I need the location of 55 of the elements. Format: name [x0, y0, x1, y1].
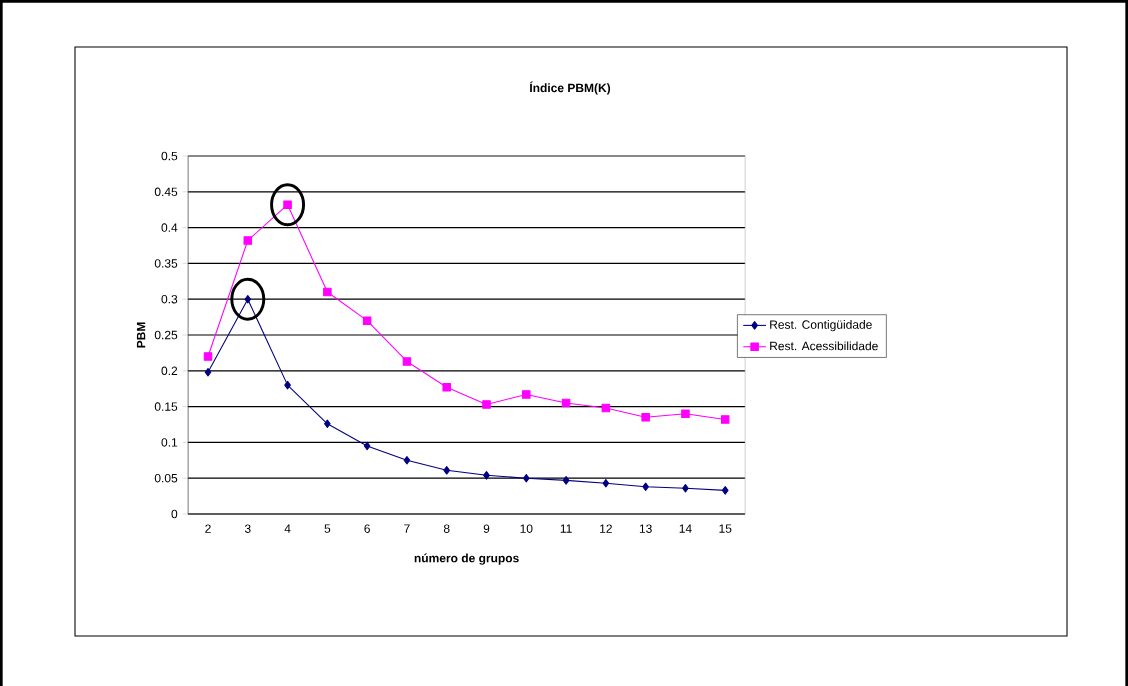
- x-tick-label: 7: [404, 524, 410, 533]
- x-tick-label: 14: [679, 524, 692, 533]
- x-tick-label: 15: [719, 524, 732, 533]
- legend-label: Rest. Acessibilidade: [770, 341, 878, 351]
- point: [362, 316, 372, 325]
- point: [363, 441, 371, 451]
- point: [204, 367, 212, 377]
- point: [682, 483, 689, 493]
- x-tick-label: 10: [520, 524, 533, 533]
- y-tick-label: 0.1: [161, 438, 178, 447]
- point: [482, 400, 491, 409]
- point: [641, 413, 650, 422]
- y-tick-label: 0.35: [154, 259, 178, 268]
- point: [483, 471, 490, 480]
- point: [642, 482, 649, 492]
- x-tick-label: 6: [364, 524, 370, 533]
- x-tick-label: 2: [205, 524, 211, 533]
- y-tick-label: 0.2: [161, 366, 178, 376]
- point: [284, 380, 291, 390]
- point: [324, 419, 331, 429]
- x-tick-label: 11: [560, 524, 572, 533]
- y-tick-label: 0.4: [161, 223, 178, 232]
- x-tick-label: 12: [600, 524, 612, 533]
- point: [522, 473, 530, 483]
- point: [601, 403, 611, 413]
- point: [402, 357, 412, 366]
- y-axis-title: PBM: [136, 322, 146, 348]
- y-tick-label: 0.25: [154, 330, 178, 340]
- point: [721, 486, 729, 495]
- y-tick-label: 0.05: [154, 473, 178, 483]
- x-tick-label: 5: [324, 524, 331, 533]
- x-tick-label: 3: [244, 524, 251, 533]
- y-tick-label: 0.5: [161, 151, 178, 161]
- point: [442, 383, 451, 392]
- point: [522, 390, 531, 399]
- point: [203, 352, 213, 361]
- point: [403, 456, 411, 465]
- point: [681, 409, 690, 419]
- y-tick-label: 0: [171, 509, 178, 519]
- point: [243, 236, 253, 245]
- y-tick-label: 0.3: [161, 294, 178, 304]
- y-tick-label: 0.45: [154, 187, 178, 197]
- x-tick-label: 9: [483, 524, 490, 533]
- x-tick-label: 4: [284, 524, 291, 533]
- point: [602, 478, 610, 488]
- x-tick-label: 13: [639, 524, 652, 533]
- point: [720, 415, 730, 424]
- x-tick-label: 8: [443, 524, 450, 533]
- y-tick-label: 0.15: [154, 402, 178, 411]
- point: [562, 476, 570, 485]
- x-axis-title: número de grupos: [414, 553, 519, 565]
- legend-label: Rest. Contigüidade: [770, 320, 872, 332]
- point: [323, 287, 332, 297]
- point: [443, 466, 451, 475]
- chart-title: Índice PBM(K): [529, 81, 611, 95]
